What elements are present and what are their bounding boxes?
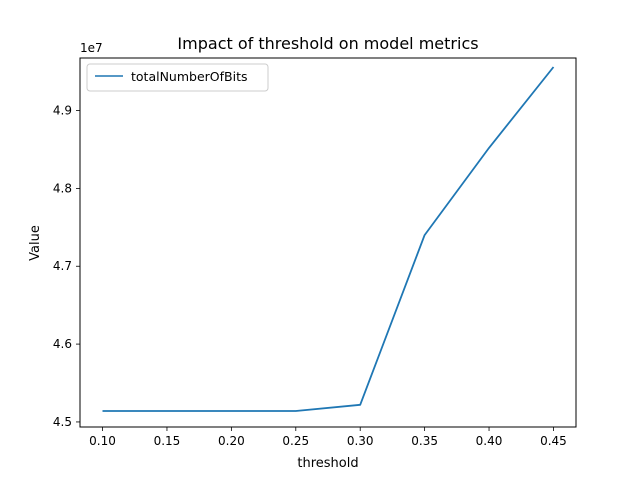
y-axis-label: Value [28, 225, 43, 261]
series-line [102, 66, 555, 412]
chart-title: Impact of threshold on model metrics [177, 34, 478, 53]
x-tick-label: 0.15 [154, 434, 181, 448]
x-tick-label: 0.10 [89, 434, 116, 448]
plot-frame [79, 57, 577, 428]
legend-box [86, 63, 269, 92]
y-tick-label: 4.5 [53, 415, 72, 429]
x-tick-label: 0.45 [540, 434, 567, 448]
x-tick-label: 0.35 [411, 434, 438, 448]
y-tick-label: 4.7 [53, 259, 72, 273]
x-tick-label: 0.25 [282, 434, 309, 448]
y-tick-label: 4.9 [53, 104, 72, 118]
x-tick-label: 0.20 [218, 434, 245, 448]
x-tick-label: 0.30 [347, 434, 374, 448]
y-tick-label: 4.8 [53, 181, 72, 195]
y-axis: 4.5 4.6 4.7 4.8 4.9 [53, 104, 80, 429]
x-axis: 0.10 0.15 0.20 0.25 0.30 0.35 0.40 0.45 [89, 427, 567, 448]
y-tick-label: 4.6 [53, 337, 72, 351]
legend-label: totalNumberOfBits [131, 69, 248, 84]
legend: totalNumberOfBits [86, 63, 269, 92]
plot-area [102, 66, 555, 412]
x-axis-label: threshold [297, 456, 358, 471]
y-offset-label: 1e7 [80, 41, 103, 55]
x-tick-label: 0.40 [476, 434, 503, 448]
